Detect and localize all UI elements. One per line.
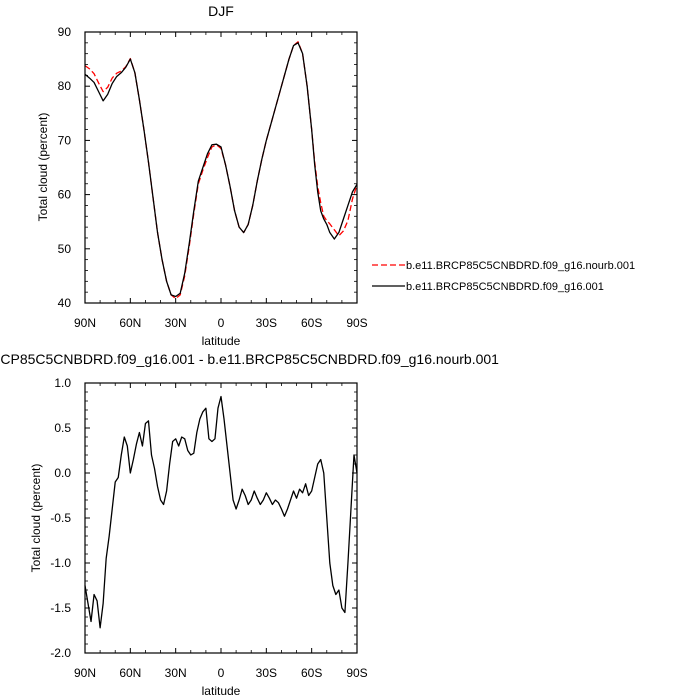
top-chart: DJF 90N 60N 30N 0 30S 60S 90S 40 50 60 70 80 90 lati… [36,3,635,348]
top-chart-legend: b.e11.BRCP85C5CNBDRD.f09_g16.nourb.001 b… [372,260,635,293]
bottom-xtick-label: 60S [301,666,322,680]
top-ytick-label: 60 [58,188,72,202]
top-ytick-label: 50 [58,242,72,256]
bottom-xtick-label: 30N [165,666,187,680]
bottom-ytick-label: -1.5 [50,601,71,615]
bottom-ytick-label: 0.5 [54,421,71,435]
bottom-chart-ticks: 90N 60N 30N 0 30S 60S 90S -2.0 -1.5 -1.0 -0.5 0.0 0.… [50,376,367,680]
bottom-chart-series-layer [84,395,358,629]
top-chart-title: DJF [208,3,234,19]
top-chart-frame [84,31,358,304]
top-ytick-label: 70 [58,133,72,147]
bottom-xtick-label: 30S [256,666,277,680]
top-xtick-label: 60N [119,316,141,330]
top-ytick-label: 80 [58,79,72,93]
top-ytick-label: 90 [58,25,72,39]
top-xtick-label: 90N [74,316,96,330]
bottom-ytick-label: -2.0 [50,646,71,660]
top-xtick-label: 60S [301,316,322,330]
top-ytick-label: 40 [58,296,72,310]
bottom-xtick-label: 90N [74,666,96,680]
top-chart-ticks: 90N 60N 30N 0 30S 60S 90S 40 50 60 70 80 90 [58,25,368,330]
bottom-xtick-label: 90S [346,666,367,680]
bottom-ytick-label: 0.0 [54,466,71,480]
bottom-ytick-label: 1.0 [54,376,71,390]
bottom-ytick-label: -1.0 [50,556,71,570]
top-series-line-0 [84,41,358,300]
bottom-chart-xlabel: latitude [202,684,241,698]
bottom-xtick-label: 60N [119,666,141,680]
top-xtick-label: 30S [256,316,277,330]
legend-label-control: b.e11.BRCP85C5CNBDRD.f09_g16.001 [406,281,604,293]
top-xtick-label: 0 [218,316,225,330]
bottom-chart: b.e11.BRCP85C5CNBDRD.f09_g16.001 - b.e11… [0,351,499,698]
bottom-chart-frame [84,382,358,654]
top-series-line-1 [84,42,358,298]
top-chart-xlabel: latitude [202,334,241,348]
top-chart-series-layer [84,41,358,300]
bottom-series-line-0 [84,395,358,629]
bottom-chart-title: b.e11.BRCP85C5CNBDRD.f09_g16.001 - b.e11… [0,351,499,367]
top-xtick-label: 30N [165,316,187,330]
top-chart-ylabel: Total cloud (percent) [36,113,50,222]
bottom-xtick-label: 0 [218,666,225,680]
bottom-chart-ylabel: Total cloud (percent) [29,464,43,573]
legend-label-nourb: b.e11.BRCP85C5CNBDRD.f09_g16.nourb.001 [406,260,635,272]
top-xtick-label: 90S [346,316,367,330]
bottom-ytick-label: -0.5 [50,511,71,525]
